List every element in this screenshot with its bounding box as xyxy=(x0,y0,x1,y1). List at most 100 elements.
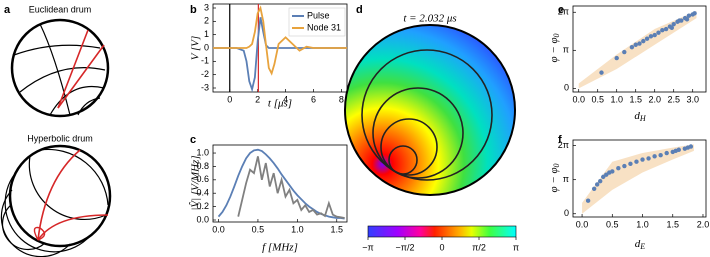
scatter-point xyxy=(692,11,697,16)
x-tick-label: 2.0 xyxy=(648,94,661,104)
plot-frame xyxy=(572,5,707,93)
axis-label: t [μs] xyxy=(268,98,292,110)
scatter-point xyxy=(634,159,639,164)
scatter-point xyxy=(660,28,665,33)
axis-label-sub: 0 xyxy=(552,163,561,167)
x-tick-label: 0.0 xyxy=(576,219,589,229)
x-tick-label: 1.5 xyxy=(666,219,679,229)
series-line xyxy=(213,5,347,76)
scatter-point xyxy=(640,157,645,162)
y-tick-label: 3 xyxy=(204,2,209,12)
x-tick-label: 1.0 xyxy=(636,219,649,229)
axis-label-sub: 0 xyxy=(552,33,561,37)
panel-label: e xyxy=(558,4,564,16)
scatter-point xyxy=(622,163,627,169)
x-tick-label: 1.0 xyxy=(291,224,304,234)
drum-title: Hyperbolic drum xyxy=(27,133,93,143)
axis-label: dH xyxy=(634,110,647,123)
scatter-point xyxy=(633,42,638,47)
scatter-point xyxy=(663,26,669,32)
scatter-point xyxy=(599,70,604,75)
scatter-point xyxy=(644,36,650,41)
x-tick-label: 2 xyxy=(255,94,260,104)
y-tick-label: -1 xyxy=(201,56,209,66)
x-tick-label: 4 xyxy=(283,94,288,104)
scatter-point xyxy=(656,30,661,35)
y-tick-label: 0.6 xyxy=(196,174,209,184)
y-tick-label: 0 xyxy=(564,83,569,93)
x-tick-label: 0.0 xyxy=(572,94,585,104)
scatter-point xyxy=(629,44,635,50)
scatter-point xyxy=(585,198,591,203)
axis-label-sub: E xyxy=(639,242,645,251)
scatter-point xyxy=(684,17,690,22)
scatter-point xyxy=(677,18,682,23)
plot-frame xyxy=(572,139,707,218)
y-tick-label: 0.8 xyxy=(196,161,209,171)
y-tick-label: π xyxy=(563,174,569,184)
panel-label: a xyxy=(4,4,11,16)
colorbar-tick-label: −π/2 xyxy=(396,242,415,252)
scatter-point xyxy=(628,161,633,167)
scatter-point xyxy=(646,156,651,161)
x-tick-label: 1.5 xyxy=(629,94,642,104)
legend-label: Node 31 xyxy=(307,22,341,32)
y-tick-label: 2 xyxy=(204,16,209,26)
y-tick-label: 1.0 xyxy=(196,147,209,157)
x-tick-label: 0 xyxy=(227,94,232,104)
euclidean-drum xyxy=(10,18,110,118)
y-tick-label: π xyxy=(563,45,569,55)
axis-label: φ − φ0 xyxy=(548,33,561,62)
series-line xyxy=(237,156,345,219)
panel-label: c xyxy=(190,134,196,146)
y-tick-label: -2 xyxy=(201,69,209,79)
scatter-point xyxy=(622,49,627,55)
x-tick-label: 0.5 xyxy=(252,224,265,234)
x-tick-label: 0.5 xyxy=(591,94,604,104)
x-tick-label: 2.5 xyxy=(667,94,680,104)
scatter-point xyxy=(610,169,615,174)
scatter-point xyxy=(671,21,676,27)
y-tick-label: 0.4 xyxy=(196,188,209,198)
y-tick-label: 0.2 xyxy=(196,201,209,211)
scatter-point xyxy=(598,179,603,184)
confidence-band xyxy=(582,144,694,214)
panel-label: b xyxy=(190,4,197,16)
scatter-point xyxy=(686,13,692,18)
drum-title: Euclidean drum xyxy=(29,4,92,14)
x-tick-label: 1.5 xyxy=(330,224,343,234)
hyperbolic-drum xyxy=(0,144,112,257)
plot-frame xyxy=(212,144,348,223)
scatter-point xyxy=(669,25,674,31)
axis-label-sub: H xyxy=(639,114,647,123)
panel-label: d xyxy=(356,4,363,16)
axis-label: f [MHz] xyxy=(262,242,298,254)
scatter-point xyxy=(591,186,597,192)
scatter-point xyxy=(637,41,642,46)
axis-label: dE xyxy=(635,238,646,251)
scatter-point xyxy=(688,144,694,149)
x-tick-label: 1.0 xyxy=(610,94,623,104)
scatter-point xyxy=(594,182,600,187)
scatter-point xyxy=(658,152,663,158)
series-line xyxy=(217,148,345,220)
disk-title: t = 2.032 μs xyxy=(403,13,456,25)
legend-label: Pulse xyxy=(307,10,330,20)
x-tick-label: 6 xyxy=(311,94,316,104)
scatter-point xyxy=(641,38,646,44)
x-tick-label: 2.0 xyxy=(697,219,710,229)
scatter-point xyxy=(616,165,621,171)
y-tick-label: 2π xyxy=(558,7,569,17)
x-tick-label: 8 xyxy=(339,94,344,104)
x-tick-label: 3.0 xyxy=(686,94,699,104)
axis-label-main: φ − φ xyxy=(548,167,560,192)
y-tick-label: -3 xyxy=(201,82,209,92)
axis-label: |V̂| [V/MHz] xyxy=(189,155,202,210)
axis-label: φ − φ0 xyxy=(548,163,561,192)
colorbar-tick-label: 0 xyxy=(439,242,444,252)
colorbar-tick-label: −π xyxy=(362,242,373,252)
scatter-point xyxy=(652,154,657,159)
colorbar-tick-label: π/2 xyxy=(472,242,486,252)
y-tick-label: 2π xyxy=(558,140,569,150)
